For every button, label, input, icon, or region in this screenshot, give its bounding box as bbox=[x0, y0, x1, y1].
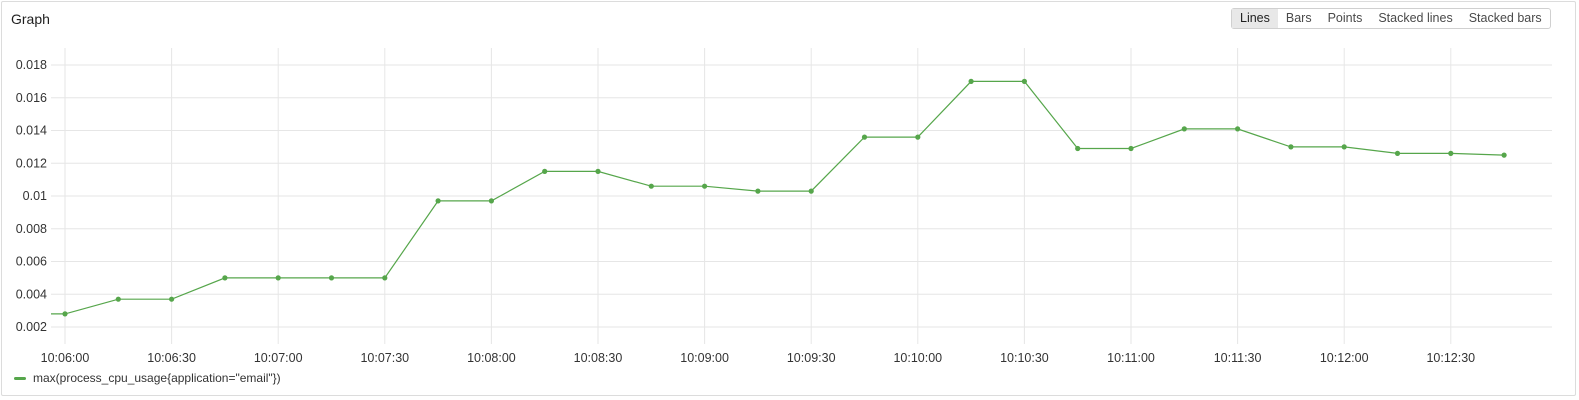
x-tick-label: 10:07:30 bbox=[360, 351, 409, 365]
data-point bbox=[1181, 126, 1187, 132]
data-point bbox=[1128, 145, 1134, 152]
x-tick-label: 10:11:00 bbox=[1107, 351, 1155, 365]
series-line bbox=[51, 80, 1505, 315]
y-tick-label: 0.002 bbox=[16, 320, 47, 334]
mode-lines-button[interactable]: Lines bbox=[1232, 9, 1278, 28]
data-point bbox=[755, 188, 761, 194]
x-tick-label: 10:07:00 bbox=[254, 351, 303, 365]
x-tick-label: 10:12:30 bbox=[1426, 351, 1475, 365]
graph-mode-toggle: Lines Bars Points Stacked lines Stacked … bbox=[1231, 8, 1551, 29]
data-point bbox=[1501, 152, 1507, 158]
y-tick-label: 0.008 bbox=[16, 222, 47, 236]
x-tick-label: 10:08:00 bbox=[467, 351, 516, 365]
data-point bbox=[275, 275, 281, 281]
data-point bbox=[328, 275, 335, 281]
data-point bbox=[488, 198, 494, 204]
panel-title: Graph bbox=[11, 11, 50, 27]
y-tick-label: 0.012 bbox=[16, 156, 47, 170]
legend-series-label: max(process_cpu_usage{application="email… bbox=[33, 371, 281, 385]
data-point bbox=[1288, 144, 1294, 150]
data-point bbox=[382, 275, 388, 281]
data-point bbox=[169, 296, 175, 302]
x-tick-label: 10:06:30 bbox=[147, 351, 196, 365]
data-point bbox=[1075, 145, 1081, 152]
data-point bbox=[915, 134, 921, 140]
data-point bbox=[702, 183, 708, 189]
data-point bbox=[115, 296, 121, 302]
data-point bbox=[1021, 78, 1027, 84]
data-point bbox=[968, 78, 974, 84]
chart-legend[interactable]: max(process_cpu_usage{application="email… bbox=[14, 371, 281, 385]
data-point bbox=[861, 134, 868, 140]
x-tick-label: 10:06:00 bbox=[41, 351, 90, 365]
data-point bbox=[648, 183, 654, 189]
mode-points-button[interactable]: Points bbox=[1327, 11, 1363, 25]
data-point bbox=[1394, 150, 1401, 156]
x-tick-label: 10:10:30 bbox=[1000, 351, 1049, 365]
legend-swatch bbox=[14, 376, 26, 380]
y-tick-label: 0.014 bbox=[16, 124, 47, 138]
data-point bbox=[1448, 150, 1454, 156]
x-tick-label: 10:11:30 bbox=[1214, 351, 1262, 365]
x-tick-label: 10:09:00 bbox=[680, 351, 729, 365]
data-point bbox=[62, 311, 68, 317]
x-tick-label: 10:09:30 bbox=[787, 351, 836, 365]
y-tick-label: 0.016 bbox=[16, 91, 47, 105]
mode-bars-button[interactable]: Bars bbox=[1285, 11, 1312, 25]
data-point bbox=[808, 188, 814, 194]
y-tick-label: 0.018 bbox=[16, 58, 47, 72]
y-tick-label: 0.004 bbox=[16, 287, 47, 301]
data-point bbox=[595, 168, 601, 174]
data-point bbox=[435, 198, 441, 204]
x-tick-label: 10:10:00 bbox=[893, 351, 942, 365]
data-point bbox=[542, 168, 548, 174]
x-tick-label: 10:08:30 bbox=[574, 351, 623, 365]
data-point bbox=[1341, 144, 1347, 150]
mode-stacked-bars-button[interactable]: Stacked bars bbox=[1468, 11, 1542, 25]
mode-stacked-lines-button[interactable]: Stacked lines bbox=[1378, 11, 1453, 25]
y-tick-label: 0.006 bbox=[16, 255, 47, 269]
x-tick-label: 10:12:00 bbox=[1320, 351, 1369, 365]
data-point bbox=[222, 275, 228, 281]
y-tick-label: 0.01 bbox=[23, 189, 47, 203]
data-point bbox=[1235, 126, 1241, 132]
